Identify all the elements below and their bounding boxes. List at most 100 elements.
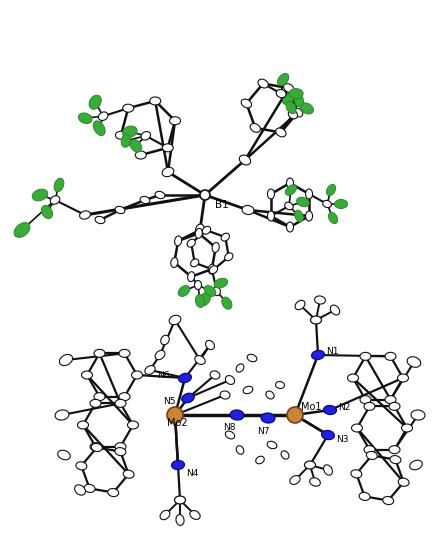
Ellipse shape bbox=[174, 236, 182, 246]
Ellipse shape bbox=[401, 424, 413, 432]
Ellipse shape bbox=[306, 211, 312, 221]
Ellipse shape bbox=[283, 84, 294, 93]
Ellipse shape bbox=[266, 391, 274, 399]
Ellipse shape bbox=[366, 451, 377, 460]
Ellipse shape bbox=[123, 104, 134, 112]
Ellipse shape bbox=[55, 410, 69, 420]
Ellipse shape bbox=[281, 451, 289, 459]
Ellipse shape bbox=[188, 272, 195, 282]
Ellipse shape bbox=[90, 442, 101, 451]
Ellipse shape bbox=[58, 450, 70, 460]
Ellipse shape bbox=[390, 456, 401, 464]
Ellipse shape bbox=[327, 185, 336, 196]
Ellipse shape bbox=[364, 402, 375, 410]
Ellipse shape bbox=[160, 510, 170, 520]
Ellipse shape bbox=[267, 211, 275, 221]
Ellipse shape bbox=[145, 365, 155, 375]
Text: N1: N1 bbox=[326, 347, 339, 355]
Ellipse shape bbox=[162, 144, 173, 152]
Ellipse shape bbox=[41, 206, 53, 219]
Ellipse shape bbox=[311, 316, 321, 324]
Ellipse shape bbox=[169, 315, 181, 325]
Ellipse shape bbox=[287, 222, 294, 232]
Ellipse shape bbox=[119, 393, 130, 401]
Ellipse shape bbox=[285, 202, 293, 210]
Ellipse shape bbox=[194, 280, 202, 289]
Ellipse shape bbox=[176, 515, 184, 526]
Ellipse shape bbox=[352, 424, 363, 432]
Ellipse shape bbox=[230, 410, 244, 420]
Ellipse shape bbox=[410, 460, 422, 470]
Text: N3: N3 bbox=[336, 435, 348, 444]
Ellipse shape bbox=[214, 278, 227, 288]
Ellipse shape bbox=[123, 470, 134, 478]
Ellipse shape bbox=[128, 421, 138, 429]
Text: N7: N7 bbox=[257, 426, 269, 435]
Ellipse shape bbox=[312, 350, 324, 360]
Ellipse shape bbox=[225, 376, 235, 385]
Ellipse shape bbox=[290, 476, 300, 484]
Ellipse shape bbox=[77, 421, 89, 429]
Ellipse shape bbox=[178, 374, 191, 382]
Text: Mo2: Mo2 bbox=[167, 418, 188, 428]
Ellipse shape bbox=[94, 393, 105, 401]
Text: N6: N6 bbox=[157, 371, 170, 381]
Ellipse shape bbox=[239, 155, 251, 165]
Ellipse shape bbox=[389, 402, 400, 410]
Ellipse shape bbox=[187, 239, 195, 247]
Ellipse shape bbox=[195, 228, 202, 238]
Ellipse shape bbox=[242, 206, 254, 214]
Ellipse shape bbox=[199, 293, 210, 306]
Ellipse shape bbox=[385, 396, 396, 404]
Text: N8: N8 bbox=[223, 424, 235, 433]
Ellipse shape bbox=[210, 371, 220, 379]
Text: N2: N2 bbox=[338, 403, 350, 413]
Ellipse shape bbox=[383, 496, 394, 505]
Ellipse shape bbox=[90, 399, 101, 407]
Ellipse shape bbox=[155, 191, 165, 198]
Ellipse shape bbox=[276, 89, 286, 98]
Ellipse shape bbox=[76, 462, 87, 470]
Ellipse shape bbox=[32, 189, 48, 201]
Ellipse shape bbox=[289, 89, 303, 99]
Ellipse shape bbox=[310, 478, 320, 486]
Ellipse shape bbox=[225, 253, 233, 261]
Ellipse shape bbox=[60, 354, 73, 365]
Text: N4: N4 bbox=[186, 468, 198, 478]
Ellipse shape bbox=[300, 103, 313, 114]
Ellipse shape bbox=[324, 406, 336, 414]
Ellipse shape bbox=[225, 431, 235, 439]
Ellipse shape bbox=[98, 112, 108, 121]
Ellipse shape bbox=[115, 447, 126, 456]
Ellipse shape bbox=[80, 211, 90, 219]
Ellipse shape bbox=[304, 461, 316, 469]
Ellipse shape bbox=[171, 257, 178, 267]
Text: B1: B1 bbox=[215, 200, 229, 210]
Ellipse shape bbox=[222, 297, 232, 309]
Ellipse shape bbox=[285, 185, 296, 195]
Ellipse shape bbox=[167, 407, 183, 423]
Ellipse shape bbox=[385, 352, 396, 360]
Ellipse shape bbox=[130, 139, 142, 152]
Ellipse shape bbox=[150, 97, 161, 105]
Ellipse shape bbox=[140, 196, 150, 204]
Ellipse shape bbox=[389, 446, 400, 453]
Ellipse shape bbox=[243, 386, 253, 394]
Ellipse shape bbox=[295, 300, 305, 310]
Text: N5: N5 bbox=[163, 397, 175, 407]
Ellipse shape bbox=[292, 108, 303, 117]
Ellipse shape bbox=[195, 295, 205, 307]
Ellipse shape bbox=[174, 496, 186, 504]
Ellipse shape bbox=[50, 196, 60, 204]
Ellipse shape bbox=[182, 393, 194, 403]
Ellipse shape bbox=[360, 352, 371, 360]
Ellipse shape bbox=[283, 93, 295, 104]
Ellipse shape bbox=[277, 73, 289, 85]
Ellipse shape bbox=[258, 79, 268, 88]
Ellipse shape bbox=[195, 355, 205, 364]
Ellipse shape bbox=[81, 371, 93, 379]
Ellipse shape bbox=[315, 296, 325, 304]
Ellipse shape bbox=[190, 511, 200, 520]
Ellipse shape bbox=[54, 178, 64, 192]
Ellipse shape bbox=[256, 456, 264, 464]
